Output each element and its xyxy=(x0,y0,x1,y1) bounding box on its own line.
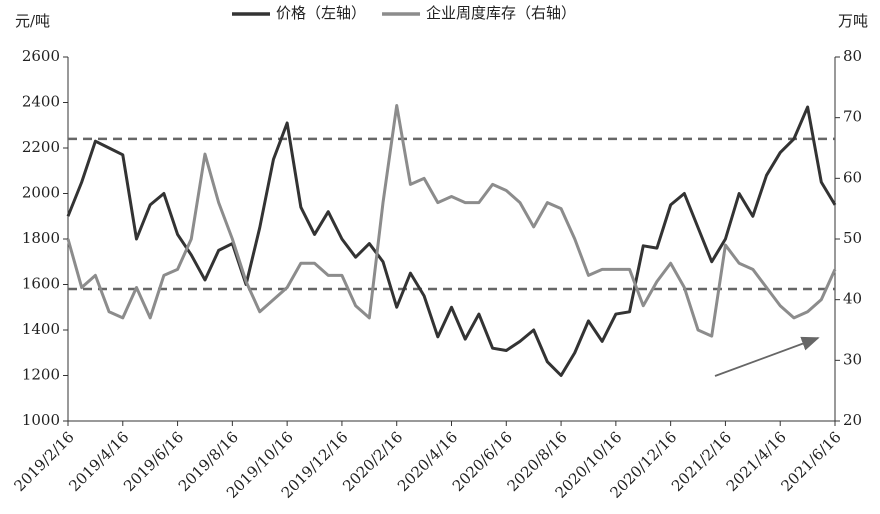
y2-tick-label: 30 xyxy=(843,350,862,368)
x-tick-label: 2021/6/16 xyxy=(778,428,845,495)
y-tick-label: 1000 xyxy=(22,411,60,429)
y2-tick-label: 70 xyxy=(843,108,862,126)
y-tick-label: 1200 xyxy=(22,366,60,384)
series-line xyxy=(66,104,837,338)
legend-label: 企业周度库存（右轴） xyxy=(426,4,576,22)
legend-label: 价格（左轴） xyxy=(276,4,366,22)
y-tick-label: 2400 xyxy=(22,93,60,111)
y2-axis-label: 万吨 xyxy=(838,12,868,30)
y-tick-label: 2200 xyxy=(22,138,60,156)
y-tick-label: 1800 xyxy=(22,229,60,247)
trend-arrow xyxy=(714,336,820,377)
y2-tick-label: 50 xyxy=(843,229,862,247)
y2-tick-label: 40 xyxy=(843,290,862,308)
y-tick-label: 1400 xyxy=(22,320,60,338)
y2-tick-label: 60 xyxy=(843,168,862,186)
series-line xyxy=(66,105,837,377)
y2-tick-label: 80 xyxy=(843,47,862,65)
y-tick-label: 1600 xyxy=(22,275,60,293)
y-tick-label: 2600 xyxy=(22,47,60,65)
y-tick-label: 2000 xyxy=(22,184,60,202)
y2-tick-label: 20 xyxy=(843,411,862,429)
y-axis-label: 元/吨 xyxy=(15,12,50,30)
